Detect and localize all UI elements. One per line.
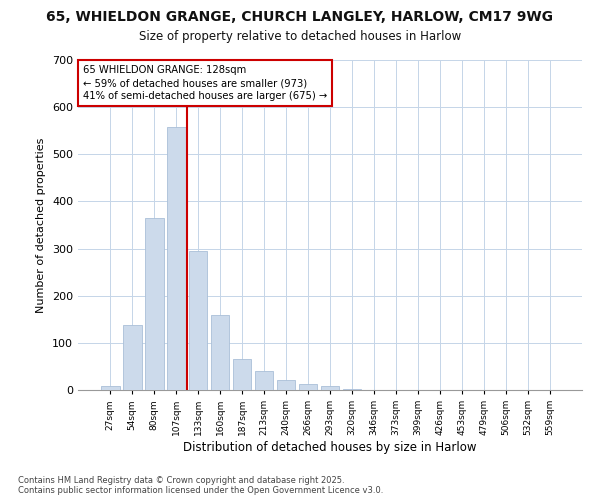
- Text: Contains HM Land Registry data © Crown copyright and database right 2025.
Contai: Contains HM Land Registry data © Crown c…: [18, 476, 383, 495]
- Text: 65, WHIELDON GRANGE, CHURCH LANGLEY, HARLOW, CM17 9WG: 65, WHIELDON GRANGE, CHURCH LANGLEY, HAR…: [47, 10, 554, 24]
- Bar: [255, 371, 274, 390]
- Bar: [277, 380, 295, 390]
- Bar: [101, 386, 119, 390]
- Bar: [299, 384, 317, 390]
- X-axis label: Distribution of detached houses by size in Harlow: Distribution of detached houses by size …: [183, 441, 477, 454]
- Bar: [320, 386, 340, 390]
- Bar: [343, 388, 361, 390]
- Bar: [233, 360, 251, 390]
- Bar: [123, 325, 142, 390]
- Bar: [145, 218, 164, 390]
- Bar: [189, 251, 208, 390]
- Text: 65 WHIELDON GRANGE: 128sqm
← 59% of detached houses are smaller (973)
41% of sem: 65 WHIELDON GRANGE: 128sqm ← 59% of deta…: [83, 65, 327, 102]
- Text: Size of property relative to detached houses in Harlow: Size of property relative to detached ho…: [139, 30, 461, 43]
- Y-axis label: Number of detached properties: Number of detached properties: [37, 138, 46, 312]
- Bar: [167, 127, 185, 390]
- Bar: [211, 314, 229, 390]
